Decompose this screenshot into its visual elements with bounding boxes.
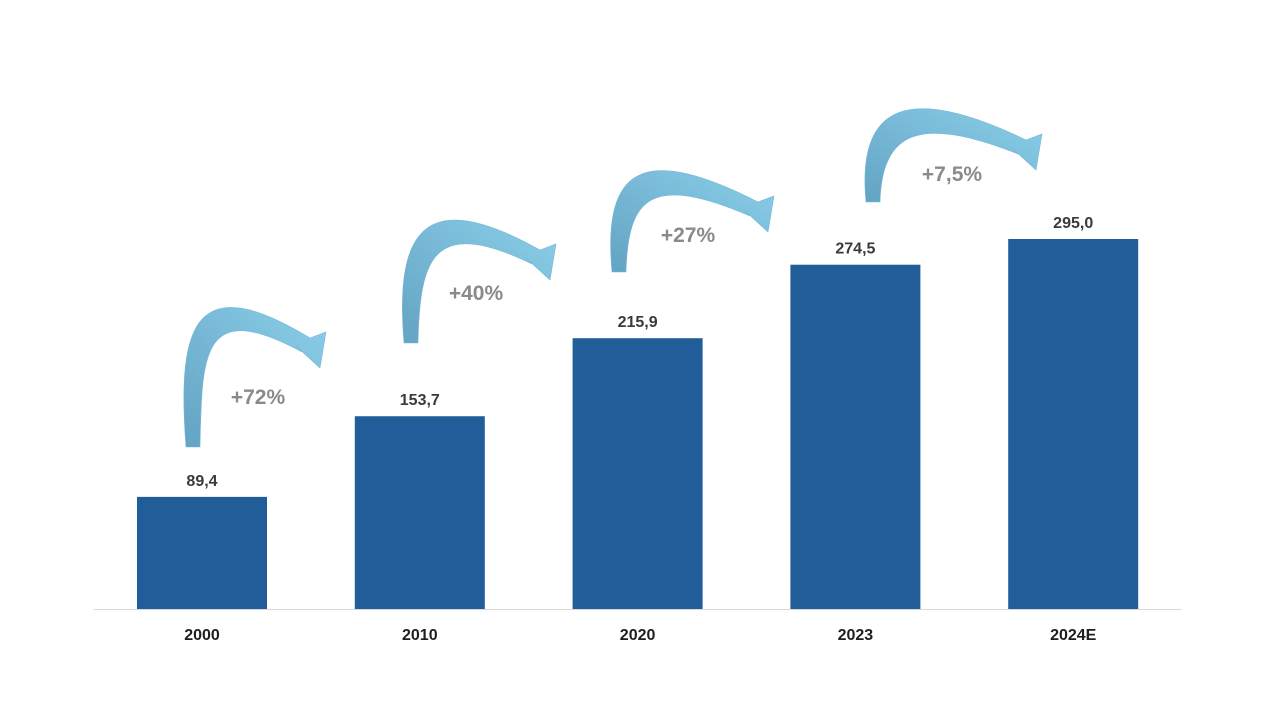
bar-2024E [1008, 239, 1139, 609]
bar-2010 [354, 416, 485, 609]
value-label-2010: 153,7 [400, 392, 440, 409]
value-label-2024E: 295,0 [1053, 215, 1093, 232]
category-label-2024E: 2024E [1050, 627, 1097, 644]
value-label-2020: 215,9 [618, 314, 658, 331]
category-label-2023: 2023 [838, 627, 874, 644]
bar-2023 [790, 264, 921, 609]
category-label-2020: 2020 [620, 627, 656, 644]
bar-2000 [137, 496, 267, 609]
growth-arrow-2010-2020 [402, 219, 557, 344]
growth-label-2023-2024E: +7,5% [922, 163, 982, 186]
growth-arrow-2020-2023 [610, 170, 775, 273]
category-label-2000: 2000 [184, 627, 220, 644]
bar-2020 [572, 338, 703, 609]
growth-label-2010-2020: +40% [449, 282, 504, 305]
growth-label-2020-2023: +27% [661, 224, 716, 247]
category-label-2010: 2010 [402, 627, 438, 644]
growth-arrow-2023-2024E [864, 108, 1043, 203]
value-label-2023: 274,5 [835, 241, 875, 258]
growth-arrow-2000-2010 [183, 307, 327, 448]
value-label-2000: 89,4 [186, 473, 217, 490]
growth-label-2000-2010: +72% [231, 386, 286, 409]
